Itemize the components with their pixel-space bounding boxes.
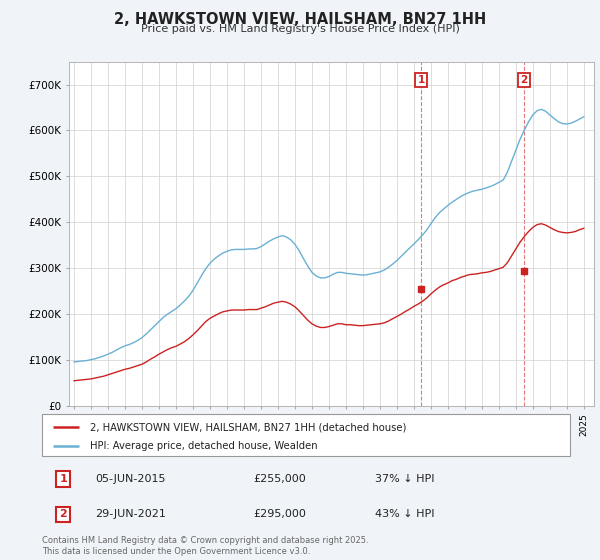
Text: 05-JUN-2015: 05-JUN-2015 bbox=[95, 474, 166, 484]
Text: 2, HAWKSTOWN VIEW, HAILSHAM, BN27 1HH: 2, HAWKSTOWN VIEW, HAILSHAM, BN27 1HH bbox=[114, 12, 486, 27]
Text: Price paid vs. HM Land Registry's House Price Index (HPI): Price paid vs. HM Land Registry's House … bbox=[140, 24, 460, 34]
Text: 2: 2 bbox=[59, 510, 67, 520]
Text: HPI: Average price, detached house, Wealden: HPI: Average price, detached house, Weal… bbox=[89, 441, 317, 451]
FancyBboxPatch shape bbox=[42, 414, 570, 456]
Text: 2, HAWKSTOWN VIEW, HAILSHAM, BN27 1HH (detached house): 2, HAWKSTOWN VIEW, HAILSHAM, BN27 1HH (d… bbox=[89, 422, 406, 432]
Text: 37% ↓ HPI: 37% ↓ HPI bbox=[374, 474, 434, 484]
Text: 29-JUN-2021: 29-JUN-2021 bbox=[95, 510, 166, 520]
Text: 1: 1 bbox=[418, 75, 425, 85]
Text: £255,000: £255,000 bbox=[253, 474, 306, 484]
Text: 1: 1 bbox=[59, 474, 67, 484]
Text: Contains HM Land Registry data © Crown copyright and database right 2025.
This d: Contains HM Land Registry data © Crown c… bbox=[42, 536, 368, 556]
Text: 43% ↓ HPI: 43% ↓ HPI bbox=[374, 510, 434, 520]
Text: £295,000: £295,000 bbox=[253, 510, 306, 520]
Text: 2: 2 bbox=[521, 75, 528, 85]
